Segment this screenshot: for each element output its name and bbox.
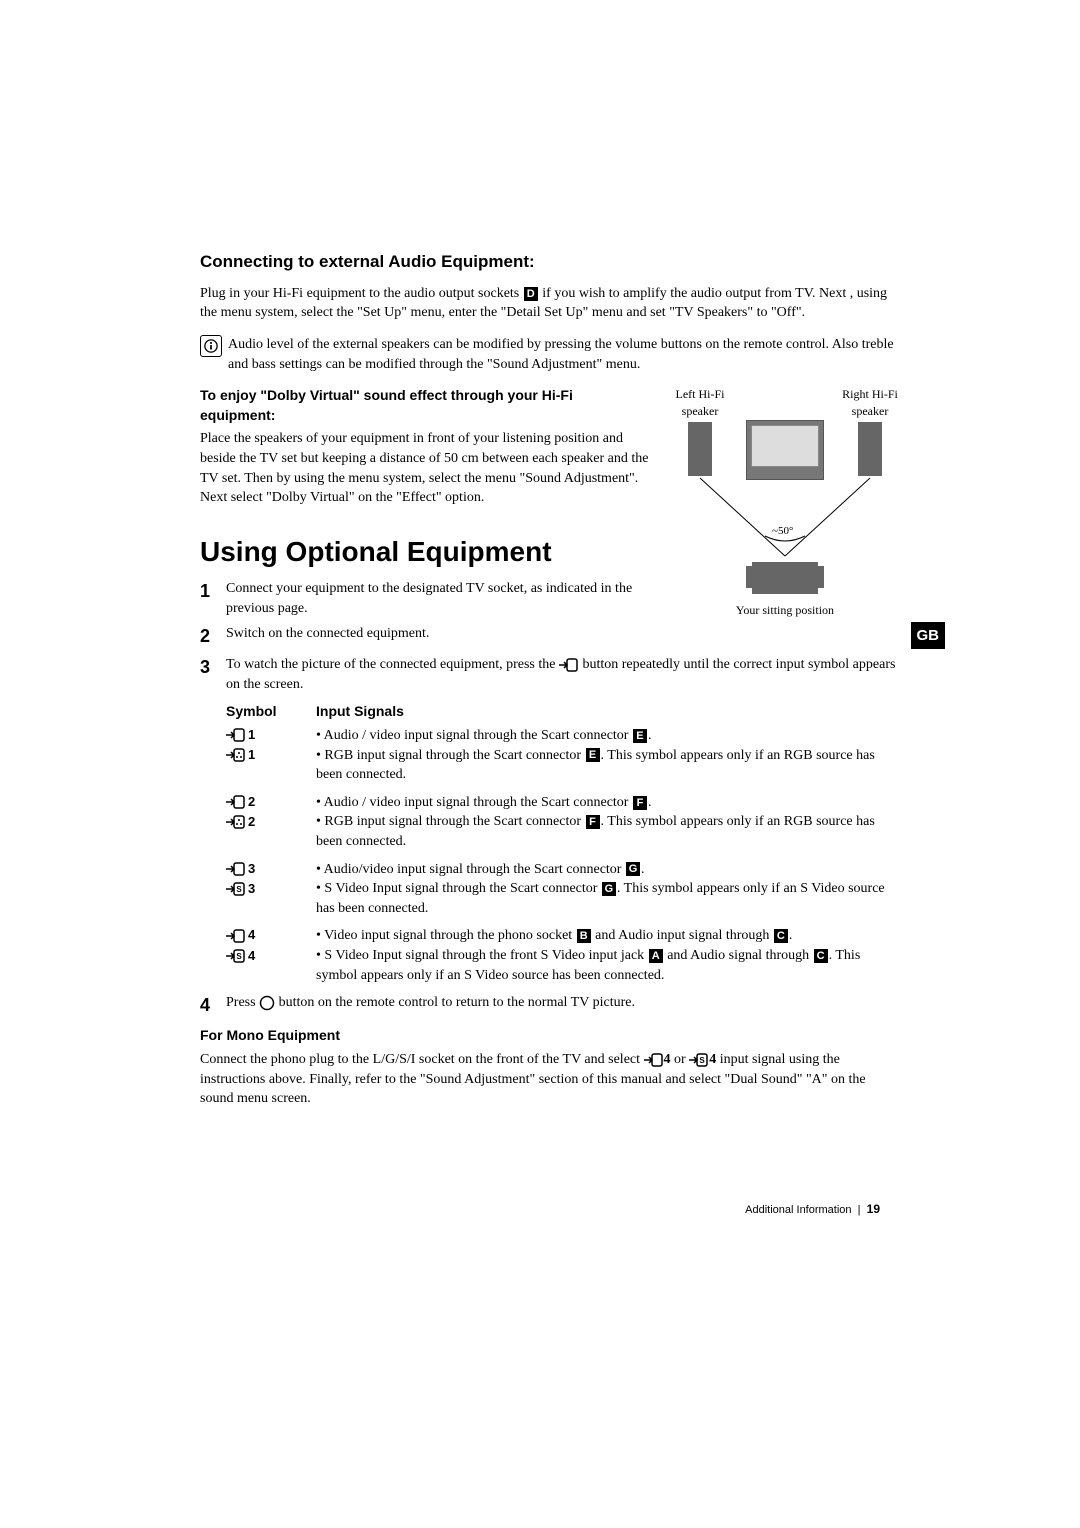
footer-label: Additional Information	[745, 1204, 851, 1216]
para1-a: Plug in your Hi-Fi equipment to the audi…	[200, 286, 523, 301]
signal-row-4: 4 4 Video input signal through the phono…	[226, 926, 900, 985]
socket-letter-d: D	[524, 287, 538, 301]
input1-av-icon: 1	[226, 726, 316, 744]
sig1-line1: Audio / video input signal through the S…	[316, 726, 900, 746]
circle-icon	[259, 995, 275, 1011]
input4-svideo-icon: 4	[226, 947, 316, 965]
input2-av-icon: 2	[226, 793, 316, 811]
couch-arm	[814, 566, 824, 588]
info-text: Audio level of the external speakers can…	[228, 335, 900, 374]
couch-box	[752, 562, 818, 594]
main-heading: Using Optional Equipment	[200, 532, 652, 571]
input-icon	[644, 1052, 664, 1068]
letter-f: F	[633, 796, 647, 810]
intro-paragraph: Plug in your Hi-Fi equipment to the audi…	[200, 284, 900, 323]
step-1: 1 Connect your equipment to the designat…	[200, 579, 652, 618]
step-number: 4	[200, 993, 226, 1018]
letter-g: G	[602, 882, 616, 896]
speaker-diagram: Left Hi-Fi speaker Right Hi-Fi speaker ~…	[670, 386, 900, 626]
sig3-line2: S Video Input signal through the Scart c…	[316, 879, 900, 918]
letter-c: C	[814, 949, 828, 963]
col-input: Input Signals	[316, 702, 404, 722]
signal-row-1: 1 1 Audio / video input signal through t…	[226, 726, 900, 785]
input1-rgb-icon: 1	[226, 746, 316, 764]
mono-heading: For Mono Equipment	[200, 1026, 900, 1046]
section-heading: Connecting to external Audio Equipment:	[200, 250, 900, 274]
step-number: 2	[200, 624, 226, 649]
step-number: 3	[200, 655, 226, 694]
letter-c: C	[774, 929, 788, 943]
angle-label: ~50°	[772, 524, 793, 539]
step4-a: Press	[226, 995, 259, 1010]
letter-b: B	[577, 929, 591, 943]
dolby-heading: To enjoy "Dolby Virtual" sound effect th…	[200, 386, 652, 425]
input-icon	[559, 657, 579, 673]
step-3: 3 To watch the picture of the connected …	[200, 655, 900, 694]
step-body: Connect your equipment to the designated…	[226, 579, 652, 618]
sitting-label: Your sitting position	[685, 602, 885, 619]
signal-row-3: 3 3 Audio/video input signal through the…	[226, 860, 900, 919]
mono-b: or	[671, 1052, 690, 1067]
sig4-line1: Video input signal through the phono soc…	[316, 926, 900, 946]
footer-page: 19	[867, 1202, 880, 1216]
page-footer: Additional Information | 19	[745, 1201, 880, 1218]
step3-a: To watch the picture of the connected eq…	[226, 657, 559, 672]
mono-paragraph: Connect the phono plug to the L/G/S/I so…	[200, 1050, 900, 1109]
sig4-line2: S Video Input signal through the front S…	[316, 946, 900, 985]
step-body: To watch the picture of the connected eq…	[226, 655, 900, 694]
couch-arm	[746, 566, 756, 588]
letter-f: F	[586, 815, 600, 829]
sig3-line1: Audio/video input signal through the Sca…	[316, 860, 900, 880]
input4-av-icon: 4	[226, 926, 316, 944]
sig2-line2: RGB input signal through the Scart conne…	[316, 812, 900, 851]
step-number: 1	[200, 579, 226, 618]
sig1-line2: RGB input signal through the Scart conne…	[316, 746, 900, 785]
input-svideo-icon	[689, 1052, 709, 1068]
info-icon	[200, 335, 222, 357]
signals-header: Symbol Input Signals	[226, 702, 900, 722]
letter-e: E	[633, 729, 647, 743]
letter-a: A	[649, 949, 663, 963]
sig2-line1: Audio / video input signal through the S…	[316, 793, 900, 813]
dolby-text: Place the speakers of your equipment in …	[200, 429, 652, 507]
signal-row-2: 2 2 Audio / video input signal through t…	[226, 793, 900, 852]
info-note: Audio level of the external speakers can…	[200, 335, 900, 374]
language-badge: GB	[911, 622, 946, 649]
col-symbol: Symbol	[226, 702, 316, 722]
step-body: Switch on the connected equipment.	[226, 624, 652, 649]
step-2: 2 Switch on the connected equipment.	[200, 624, 652, 649]
mono-a: Connect the phono plug to the L/G/S/I so…	[200, 1052, 644, 1067]
letter-g: G	[626, 862, 640, 876]
step-body: Press button on the remote control to re…	[226, 993, 900, 1018]
step-4: 4 Press button on the remote control to …	[200, 993, 900, 1018]
letter-e: E	[586, 748, 600, 762]
mono-n1: 4	[664, 1052, 671, 1067]
input3-av-icon: 3	[226, 860, 316, 878]
input3-svideo-icon: 3	[226, 880, 316, 898]
input2-rgb-icon: 2	[226, 813, 316, 831]
step4-b: button on the remote control to return t…	[275, 995, 635, 1010]
